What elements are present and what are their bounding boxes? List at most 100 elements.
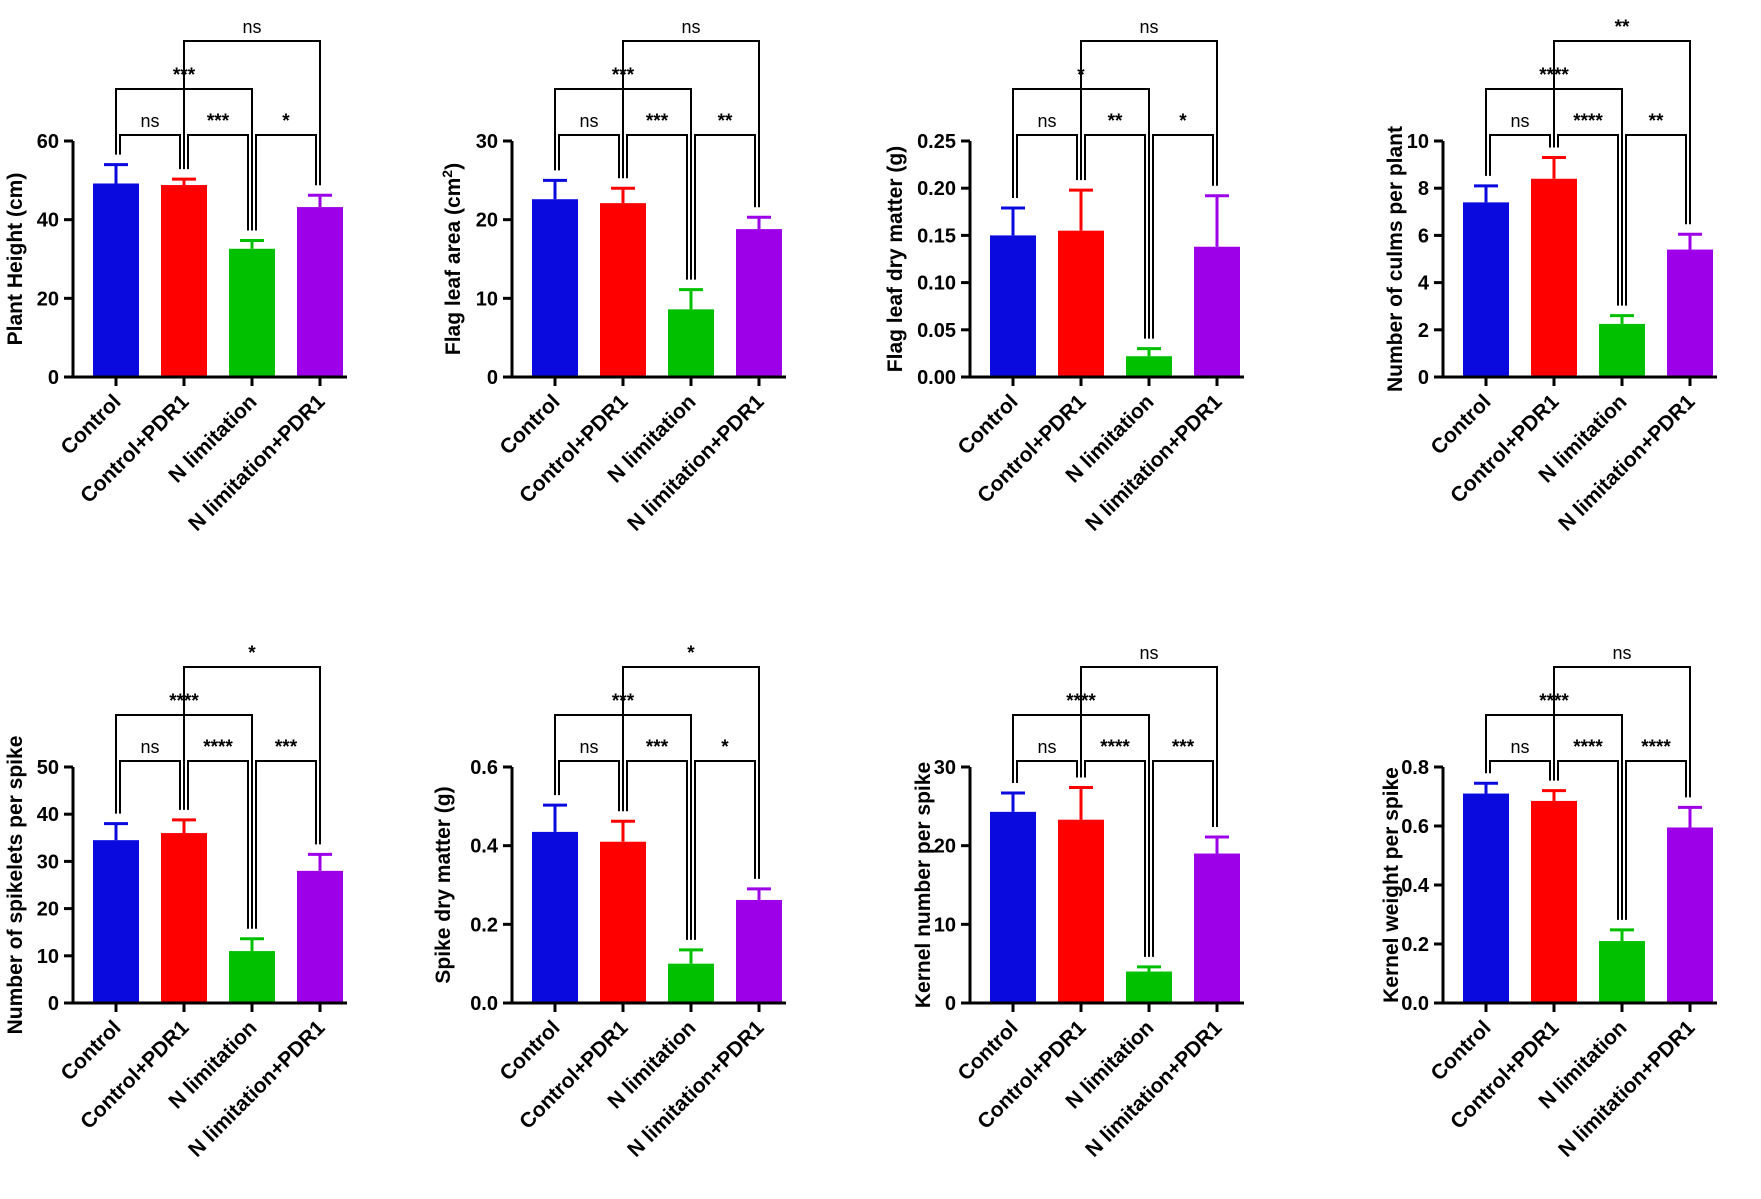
significance-bracket-1: [187, 760, 249, 929]
bar-2: [668, 963, 714, 1003]
bar-0: [93, 840, 139, 1003]
y-tick-label: 0: [48, 993, 59, 1015]
y-tick-label: 0.8: [1401, 757, 1429, 779]
significance-label: ***: [275, 737, 298, 758]
bar-0: [990, 811, 1036, 1003]
bar-2: [229, 248, 275, 377]
significance-bracket-2: [255, 760, 317, 929]
significance-bracket-2: [694, 760, 756, 940]
y-tick-label: 6: [1418, 225, 1429, 247]
significance-label: ns: [1510, 111, 1529, 131]
y-tick-label: 0.25: [917, 131, 956, 153]
y-tick-label: 40: [37, 210, 59, 232]
bar-1: [1058, 230, 1104, 377]
bar-0: [532, 831, 578, 1003]
bar-3: [736, 229, 782, 377]
significance-bracket-2: [255, 134, 317, 231]
significance-label: ns: [1510, 737, 1529, 757]
significance-bracket-1: [626, 134, 688, 280]
y-tick-label: 0: [1418, 367, 1429, 389]
y-tick-label: 8: [1418, 178, 1429, 200]
significance-label: ****: [1573, 737, 1603, 758]
bar-3: [1667, 827, 1713, 1003]
significance-label: *: [248, 643, 256, 664]
significance-bracket-0: [558, 760, 620, 812]
significance-label: **: [718, 111, 733, 132]
bar-3: [1194, 246, 1240, 377]
chart-panel-flag-leaf-dry-matter: 0.000.050.100.150.200.25ControlControl+P…: [884, 17, 1244, 536]
y-tick-label: 0.4: [470, 836, 499, 858]
y-tick-label: 0.0: [470, 993, 498, 1015]
y-axis-title-superscript: 2: [439, 170, 455, 178]
y-tick-label: 0.10: [917, 273, 956, 295]
bar-0: [1463, 793, 1509, 1003]
category-label: Control: [1426, 1016, 1495, 1085]
significance-bracket-1: [1557, 134, 1619, 306]
significance-label: ns: [579, 111, 598, 131]
bar-1: [161, 833, 207, 1003]
significance-bracket-4: [1553, 40, 1691, 225]
category-label: Control: [495, 1016, 564, 1085]
y-tick-label: 0.20: [917, 178, 956, 200]
y-tick-label: 0: [945, 993, 956, 1015]
significance-label: ****: [1100, 737, 1130, 758]
significance-bracket-1: [187, 134, 249, 231]
significance-bracket-4: [1080, 666, 1218, 828]
y-tick-label: 10: [934, 914, 956, 936]
y-tick-label: 10: [37, 946, 59, 968]
y-tick-label: 50: [37, 757, 59, 779]
y-axis-title: Plant Height (cm): [4, 173, 27, 346]
y-tick-label: 20: [934, 836, 956, 858]
y-tick-label: 0.2: [470, 914, 498, 936]
bar-2: [1126, 971, 1172, 1003]
significance-label: **: [1649, 111, 1664, 132]
y-tick-label: 0.6: [1401, 816, 1429, 838]
category-label: N limitation+PDR1: [1081, 1016, 1227, 1162]
significance-bracket-2: [1152, 760, 1214, 957]
category-label: N limitation+PDR1: [1554, 1016, 1700, 1162]
y-tick-label: 40: [37, 804, 59, 826]
bar-0: [1463, 202, 1509, 377]
significance-label: ns: [242, 17, 261, 37]
significance-bracket-1: [1084, 760, 1146, 957]
significance-label: *: [687, 643, 695, 664]
y-tick-label: 0.15: [917, 225, 956, 247]
bar-1: [600, 841, 646, 1003]
y-axis-title: Spike dry matter (g): [432, 786, 455, 983]
bar-2: [1599, 941, 1645, 1003]
y-tick-label: 10: [476, 288, 498, 310]
significance-label: ns: [1037, 737, 1056, 757]
y-tick-label: 0: [48, 367, 59, 389]
significance-label: ns: [1612, 643, 1631, 663]
significance-bracket-2: [1625, 134, 1687, 306]
bar-1: [1531, 178, 1577, 377]
y-tick-label: 30: [934, 757, 956, 779]
significance-label: ****: [1641, 737, 1671, 758]
bar-3: [297, 870, 343, 1003]
category-label: Control: [1426, 390, 1495, 459]
bar-2: [668, 309, 714, 377]
category-label: N limitation+PDR1: [1081, 390, 1227, 536]
bar-3: [1667, 249, 1713, 377]
significance-bracket-0: [1489, 760, 1551, 781]
significance-label: *: [1179, 111, 1187, 132]
category-label: N limitation+PDR1: [623, 390, 769, 536]
significance-label: ****: [1573, 111, 1603, 132]
significance-bracket-1: [1557, 760, 1619, 920]
significance-bracket-2: [694, 134, 756, 280]
y-tick-label: 0.00: [917, 367, 956, 389]
y-axis-title: Flag leaf dry matter (g): [884, 146, 907, 372]
significance-label: **: [1615, 17, 1630, 38]
significance-bracket-1: [626, 760, 688, 940]
y-tick-label: 0.05: [917, 320, 956, 342]
significance-label: ****: [203, 737, 233, 758]
y-tick-label: 0.6: [470, 757, 498, 779]
significance-label: ns: [140, 111, 159, 131]
bar-0: [93, 183, 139, 377]
bar-0: [990, 235, 1036, 377]
significance-bracket-4: [1080, 40, 1218, 186]
